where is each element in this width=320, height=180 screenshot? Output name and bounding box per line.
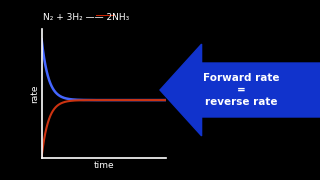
X-axis label: time: time (94, 161, 114, 170)
Y-axis label: rate: rate (30, 84, 39, 103)
Text: Forward rate
=
reverse rate: Forward rate = reverse rate (203, 73, 280, 107)
Text: N₂ + 3H₂ —— 2NH₃: N₂ + 3H₂ —— 2NH₃ (43, 13, 130, 22)
